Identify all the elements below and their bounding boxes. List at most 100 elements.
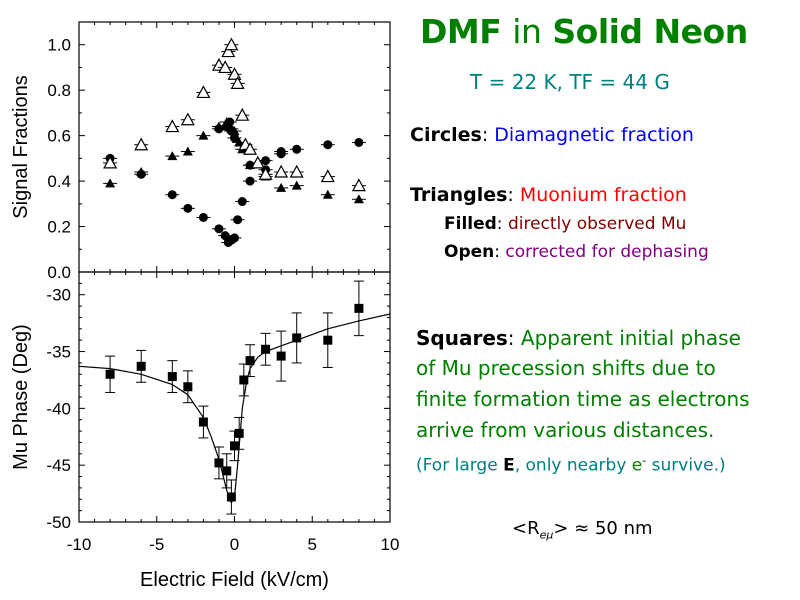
circle-marker xyxy=(230,133,239,143)
circle-marker xyxy=(276,149,286,159)
formula: <Reμ> ≈ 50 nm xyxy=(512,518,653,542)
open-triangle-marker xyxy=(243,142,258,155)
square-marker xyxy=(105,369,115,379)
square-marker xyxy=(234,428,244,438)
square-marker xyxy=(239,375,249,385)
circles-text: Diamagnetic fraction xyxy=(494,124,694,146)
circle-marker xyxy=(230,233,239,243)
square-marker xyxy=(198,417,208,427)
page-title: DMF in Solid Neon xyxy=(420,12,748,51)
filled-triangle-marker xyxy=(105,178,116,188)
open-triangle-marker xyxy=(258,167,273,180)
y2-tick-label: -40 xyxy=(46,399,71,418)
circle-marker xyxy=(292,144,302,154)
open-triangle-marker xyxy=(351,178,366,192)
y1-tick-label: 0.8 xyxy=(47,81,71,100)
squares-line1: Apparent initial phase xyxy=(520,326,741,350)
open-triangle-marker xyxy=(235,107,250,121)
circle-marker xyxy=(214,224,224,234)
note-e: e xyxy=(631,455,643,476)
square-marker xyxy=(222,466,232,476)
circle-marker xyxy=(323,140,333,150)
open-triangle-marker xyxy=(103,155,118,169)
y1-tick-label: 0.0 xyxy=(47,263,71,282)
y2-axis-label: Mu Phase (Deg) xyxy=(10,324,32,470)
fit-curve xyxy=(78,313,391,505)
open-text: corrected for dephasing xyxy=(505,242,709,262)
square-marker xyxy=(276,351,286,361)
circle-marker xyxy=(245,176,255,186)
circle-marker xyxy=(261,156,271,166)
square-marker xyxy=(226,492,236,502)
square-marker xyxy=(167,372,177,382)
title-part3: Solid Neon xyxy=(552,12,748,51)
lower-plot-frame xyxy=(78,271,391,523)
filled-text: directly observed Mu xyxy=(507,214,687,234)
y2-tick-label: -45 xyxy=(46,456,71,475)
open-triangle-marker xyxy=(250,155,265,169)
triangles-text: Muonium fraction xyxy=(519,184,687,206)
title-part2: in xyxy=(512,12,542,51)
circle-marker xyxy=(354,137,364,147)
squares-note-line1: Squares: Apparent initial phase xyxy=(416,326,741,350)
formula-pre: <R xyxy=(512,518,540,539)
squares-colon: : xyxy=(507,326,521,350)
filled-triangle-marker xyxy=(291,180,302,190)
open-triangle-marker xyxy=(230,76,245,89)
filled-triangle-marker xyxy=(182,146,193,156)
circle-marker xyxy=(237,197,247,207)
legend-triangles: Triangles: Muonium fraction xyxy=(410,184,687,206)
note-pre: (For large xyxy=(416,455,504,476)
open-triangle-marker xyxy=(196,85,211,99)
filled-triangle-marker xyxy=(198,130,209,140)
open-triangle-marker xyxy=(180,112,195,126)
open-triangle-marker xyxy=(289,164,304,178)
legend-circles: Circles: Diamagnetic fraction xyxy=(410,124,694,146)
y2-tick-label: -30 xyxy=(46,286,71,305)
formula-post: > ≈ 50 nm xyxy=(553,518,653,539)
x-axis-label: Electric Field (kV/cm) xyxy=(140,569,329,591)
square-marker xyxy=(354,303,364,313)
circle-marker xyxy=(183,203,193,213)
y1-axis-label: Signal Fractions xyxy=(10,75,32,218)
subtitle: T = 22 K, TF = 44 G xyxy=(470,70,670,94)
triangles-label: Triangles xyxy=(410,184,508,206)
y1-tick-label: 1.0 xyxy=(47,36,71,55)
squares-line2: of Mu precession shifts due to xyxy=(416,356,716,380)
triangles-colon: : xyxy=(507,184,520,206)
x-tick-label: 5 xyxy=(308,535,317,554)
circle-marker xyxy=(198,212,208,222)
square-marker xyxy=(230,441,239,451)
legend-filled: Filled: directly observed Mu xyxy=(444,214,686,234)
square-marker xyxy=(245,356,255,366)
circle-marker xyxy=(233,215,243,225)
formula-sub: eμ xyxy=(539,528,554,542)
circles-colon: : xyxy=(481,124,495,146)
filled-triangle-marker xyxy=(234,137,245,147)
open-triangle-marker xyxy=(224,37,239,51)
square-marker xyxy=(136,361,146,371)
square-marker xyxy=(323,335,333,345)
y1-tick-label: 0.4 xyxy=(47,172,71,191)
note-E: E xyxy=(503,455,515,476)
filled-triangle-marker xyxy=(353,194,364,204)
x-tick-label: 0 xyxy=(230,535,239,554)
circle-marker xyxy=(167,190,177,200)
open-label: Open xyxy=(444,242,495,262)
filled-label: Filled xyxy=(444,214,497,234)
filled-colon: : xyxy=(496,214,508,234)
square-marker xyxy=(292,333,302,343)
open-triangle-marker xyxy=(165,119,180,133)
square-marker xyxy=(183,382,193,392)
y1-tick-label: 0.6 xyxy=(47,127,71,146)
circles-label: Circles xyxy=(410,124,482,146)
title-part1: DMF xyxy=(420,12,502,51)
square-marker xyxy=(214,458,224,468)
filled-triangle-marker xyxy=(136,167,147,176)
legend-open: Open: corrected for dephasing xyxy=(444,242,709,262)
square-marker xyxy=(261,344,271,354)
open-triangle-marker xyxy=(134,137,149,151)
y2-tick-label: -35 xyxy=(46,343,71,362)
squares-line3: finite formation time as electrons xyxy=(416,387,750,411)
x-tick-label: -5 xyxy=(149,535,164,554)
